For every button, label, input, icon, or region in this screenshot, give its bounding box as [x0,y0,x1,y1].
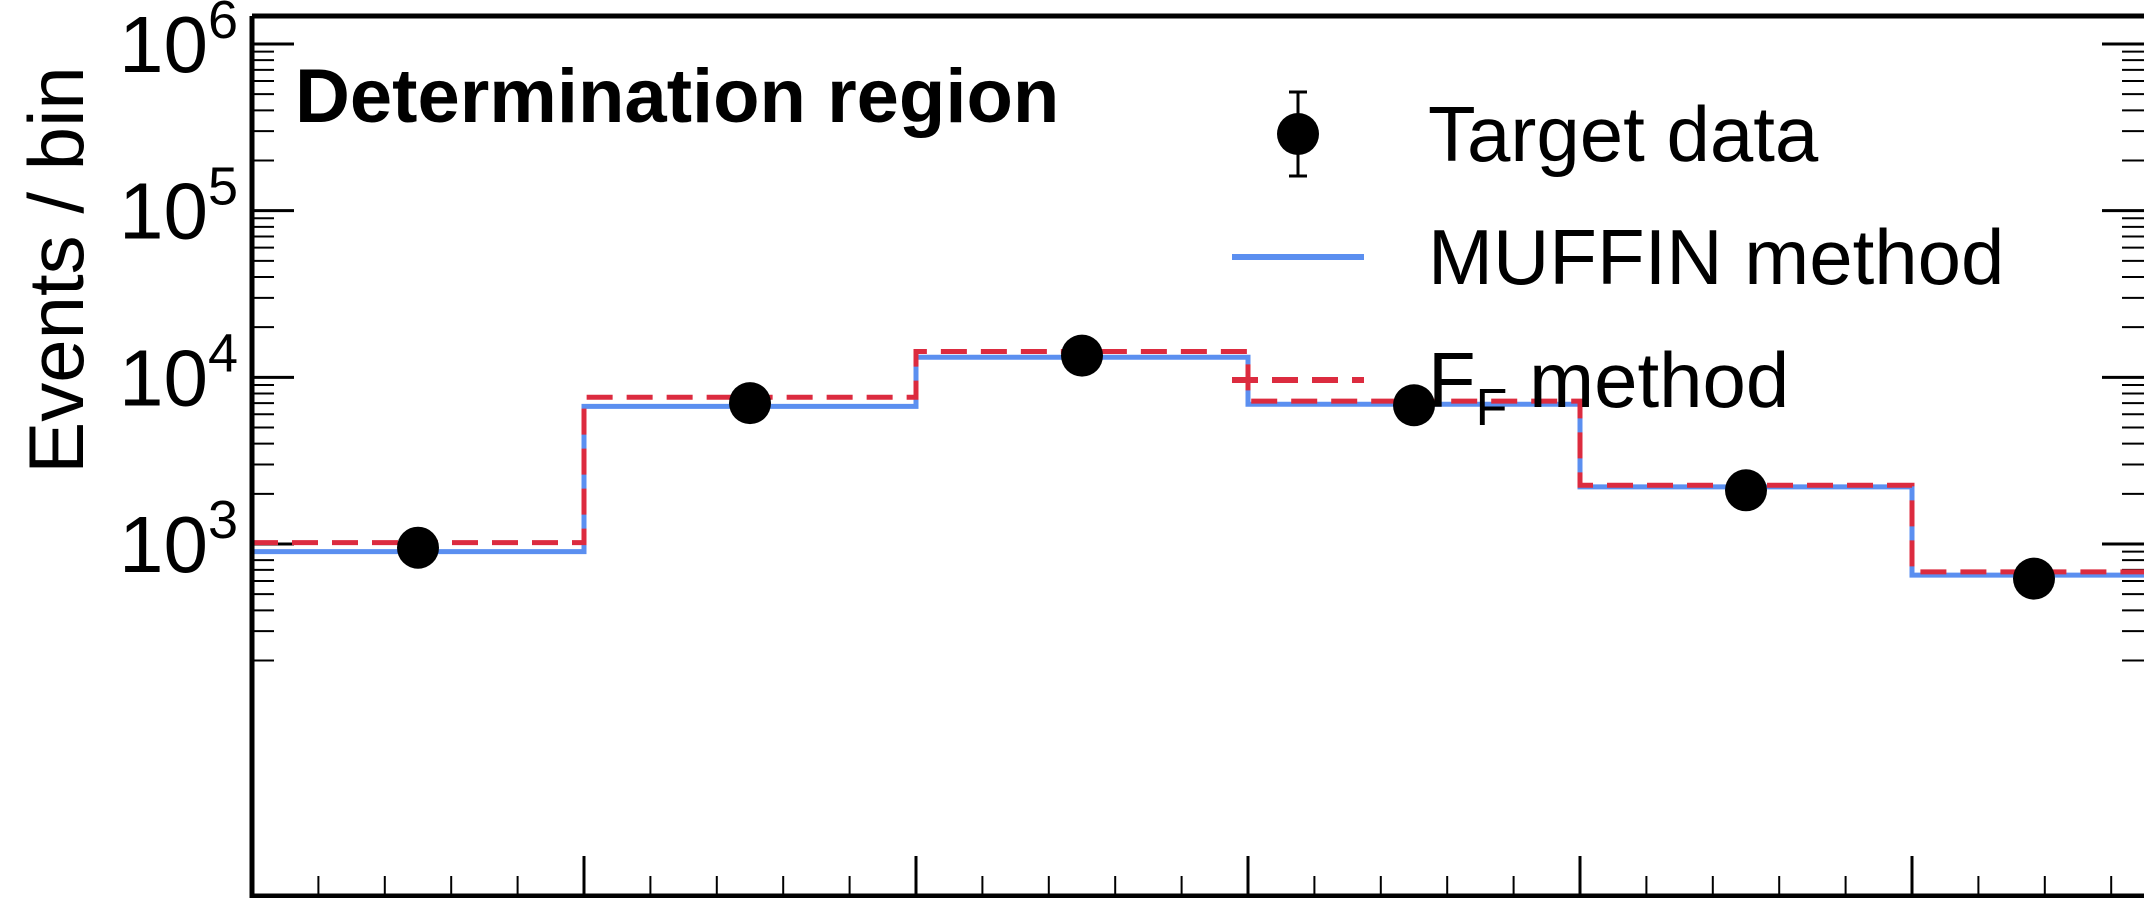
legend-label-target-data: Target data [1428,90,1819,178]
legend-label-ff-rest: method [1507,336,1789,424]
y-tick-label-exponent: 3 [208,490,238,550]
y-tick-label-base: 10 [119,333,208,422]
legend-entry-target-data: Target data [1277,90,1819,178]
plot-frame [249,13,2144,898]
y-tick-label-base: 10 [119,500,208,589]
legend-entry-ff-method: FF method [1232,336,1789,437]
y-tick-label: 106 [119,0,238,89]
legend-label-ff-method: FF method [1428,336,1789,437]
legend-label-ff-sub: F [1476,379,1508,437]
data-point [729,382,771,425]
region-label: Determination region [295,54,1059,139]
data-point [2013,557,2055,600]
y-tick-label: 105 [119,157,238,256]
series-step-f-f-method [252,348,2144,575]
series-points [397,334,2055,600]
legend-entry-muffin-method: MUFFIN method [1232,213,2004,301]
y-tick-label-exponent: 4 [208,323,238,383]
y-tick-label-base: 10 [119,167,208,256]
legend: Target data MUFFIN method FF method [1232,90,2004,437]
data-point [1061,334,1103,377]
series-steps [252,348,2144,578]
legend-label-muffin-method: MUFFIN method [1428,213,2004,301]
y-tick-label-exponent: 6 [208,0,238,50]
y-tick-label: 103 [119,490,238,589]
legend-label-ff-main: F [1428,336,1476,424]
y-axis-label: Events / bin [12,66,100,474]
data-point [1725,469,1767,512]
y-tick-label-base: 10 [119,0,208,89]
data-point [397,526,439,569]
x-ticks [250,856,2113,898]
legend-marker-dot [1277,113,1319,155]
data-point [1393,384,1435,427]
y-tick-label-exponent: 5 [208,157,238,217]
y-tick-label: 104 [119,323,238,422]
